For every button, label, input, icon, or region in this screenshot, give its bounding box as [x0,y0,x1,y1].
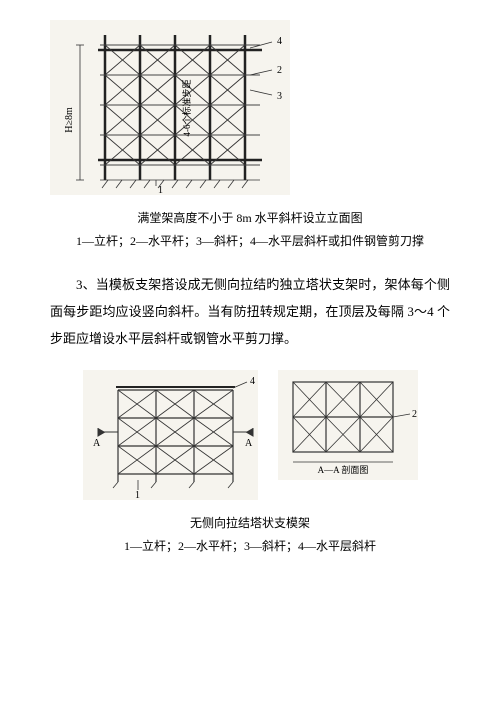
svg-text:H≥8m: H≥8m [64,107,75,133]
svg-text:1: 1 [135,490,140,500]
body-paragraph: 3、当模板支架搭设成无侧向拉结旳独立塔状支架时，架体每个侧面每步距均应设竖向斜杆… [50,271,450,353]
section-drawing: 2 A—A 剖面图 [278,370,418,480]
svg-text:2: 2 [277,65,282,76]
svg-text:2: 2 [412,409,417,420]
plan-drawing: A A 4 1 [83,370,258,500]
figure-1-legend: 1—立杆；2—水平杆；3—斜杆；4—水平层斜杆或扣件钢管剪刀撑 [50,230,450,253]
figure-1-title: 满堂架高度不小于 8m 水平斜杆设立立面图 [50,207,450,230]
svg-text:A: A [245,438,253,449]
svg-text:A—A 剖面图: A—A 剖面图 [317,464,368,475]
svg-text:3: 3 [277,91,282,102]
elevation-drawing: H≥8m 4-6个标准步距 4 2 3 1 [50,20,290,195]
figure-2-legend: 1—立杆；2—水平杆；3—斜杆；4—水平层斜杆 [50,535,450,558]
svg-text:A: A [93,438,101,449]
figure-2-caption: 无侧向拉结塔状支模架 1—立杆；2—水平杆；3—斜杆；4—水平层斜杆 [50,512,450,558]
svg-text:4: 4 [250,376,255,387]
figure-2: A A 4 1 2 [50,370,450,500]
svg-text:1: 1 [158,185,163,195]
figure-1-caption: 满堂架高度不小于 8m 水平斜杆设立立面图 1—立杆；2—水平杆；3—斜杆；4—… [50,207,450,253]
svg-text:4-6个标准步距: 4-6个标准步距 [181,80,192,137]
svg-text:4: 4 [277,36,282,47]
figure-2-title: 无侧向拉结塔状支模架 [50,512,450,535]
figure-1: H≥8m 4-6个标准步距 4 2 3 1 [50,20,450,195]
